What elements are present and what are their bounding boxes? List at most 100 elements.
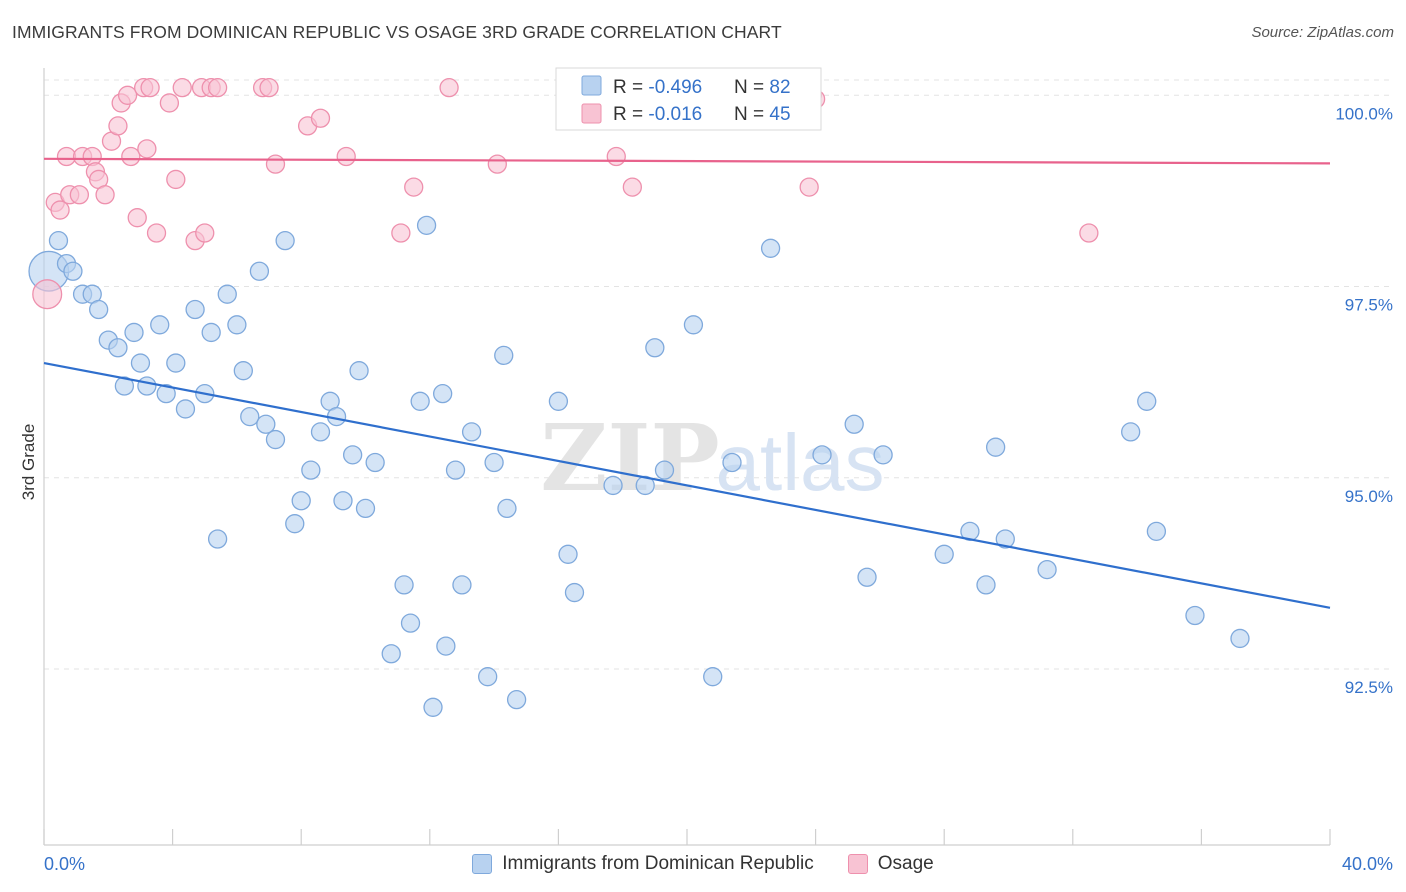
svg-text:N = 45: N = 45 (734, 104, 791, 125)
legend-swatch (847, 854, 868, 874)
blue-point (233, 361, 253, 381)
pink-point (310, 108, 331, 128)
blue-point (436, 636, 456, 656)
label-layer: 92.5% 95.0% 97.5% 100.0% 0.0% 40.0% (44, 104, 1393, 874)
blue-point (365, 452, 385, 473)
pink-point (69, 185, 90, 205)
pink-point (146, 223, 167, 243)
pink-point (166, 169, 186, 190)
y-tick-label: 95.0% (1345, 487, 1393, 506)
blue-point (275, 230, 295, 251)
blue-point (812, 445, 832, 465)
blue-point (166, 353, 186, 373)
pink-point (32, 279, 63, 310)
legend-swatch-pink (581, 103, 602, 124)
pink-point (487, 154, 507, 174)
pink-point (336, 146, 356, 167)
legend-n-label: N = (734, 77, 769, 98)
blue-point (48, 230, 69, 251)
legend-item-dominican[interactable]: Immigrants from Dominican Republic (472, 853, 814, 875)
y-tick-label: 100.0% (1335, 104, 1393, 123)
blue-point (857, 567, 877, 587)
pink-point (127, 208, 147, 228)
x-tick-label: 0.0% (44, 854, 85, 874)
blue-point (1137, 391, 1157, 411)
blue-point (410, 391, 430, 411)
blue-point (333, 491, 353, 511)
legend-swatch-blue (581, 75, 602, 96)
legend-n-value: 45 (769, 104, 790, 125)
blue-point (63, 261, 83, 281)
svg-text:R = -0.496: R = -0.496 (613, 77, 702, 98)
blue-point (497, 498, 517, 519)
blue-point (934, 544, 954, 564)
pink-point (56, 146, 77, 167)
blue-point (256, 414, 276, 434)
blue-point (137, 376, 157, 396)
pink-point (159, 93, 180, 113)
blue-point (89, 299, 109, 320)
blue-point (433, 383, 453, 404)
blue-point (175, 399, 196, 419)
svg-text:R = -0.016: R = -0.016 (613, 104, 702, 125)
blue-point (265, 429, 286, 450)
trend-line-blue (43, 361, 1331, 609)
legend-label: Osage (877, 853, 934, 874)
blue-point (564, 582, 585, 603)
blue-point (349, 361, 369, 381)
blue-point (844, 414, 864, 434)
blue-point (156, 383, 176, 404)
blue-point (310, 422, 331, 442)
blue-point (461, 422, 482, 442)
blue-point (1230, 628, 1250, 649)
blue-point (484, 452, 504, 473)
pink-point (140, 78, 160, 98)
pink-point (50, 200, 70, 220)
blue-point (114, 376, 135, 396)
blue-point (291, 491, 311, 511)
blue-point (1185, 605, 1205, 626)
series-legend: Immigrants from Dominican Republic Osage (0, 848, 1406, 880)
legend-item-osage[interactable]: Osage (847, 853, 934, 875)
pink-point (265, 154, 286, 174)
axis-layer (43, 68, 1331, 846)
blue-point (654, 460, 675, 480)
watermark-zip: ZIP (540, 404, 719, 512)
blue-point (494, 345, 514, 366)
blue-point (1037, 559, 1057, 580)
blue-point (185, 299, 205, 320)
blue-point (381, 644, 401, 664)
stats-legend: R = -0.496 N = 82 R = -0.016 N = 45 (555, 67, 822, 131)
blue-point (452, 575, 472, 595)
blue-point (227, 315, 247, 335)
blue-point (703, 667, 723, 687)
blue-point (201, 322, 221, 343)
blue-point (217, 284, 237, 304)
legend-label: Immigrants from Dominican Republic (502, 853, 814, 874)
blue-point (130, 353, 151, 373)
svg-text:N = 82: N = 82 (734, 77, 791, 98)
y-axis-label: 3rd Grade (19, 424, 38, 501)
y-tick-label: 92.5% (1345, 678, 1393, 697)
pink-point (121, 146, 141, 167)
pink-point (137, 139, 157, 159)
blue-point (400, 613, 421, 633)
pink-point (172, 78, 192, 98)
blue-point (240, 406, 260, 427)
chart-title: IMMIGRANTS FROM DOMINICAN REPUBLIC VS OS… (12, 22, 782, 42)
y-tick-label: 97.5% (1345, 296, 1393, 315)
blue-point (976, 575, 996, 595)
legend-n-label: N = (734, 104, 769, 125)
blue-point (249, 261, 270, 281)
watermark: ZIP atlas (540, 404, 884, 512)
source-label: Source: ZipAtlas.com (1251, 24, 1394, 41)
legend-r-value: -0.496 (648, 77, 702, 98)
pink-point (195, 223, 215, 243)
blue-point (301, 460, 321, 480)
pink-point (259, 78, 279, 98)
legend-r-label: R = (613, 104, 648, 125)
blue-point (548, 391, 569, 411)
pink-point (117, 85, 138, 105)
pink-point (95, 185, 115, 205)
